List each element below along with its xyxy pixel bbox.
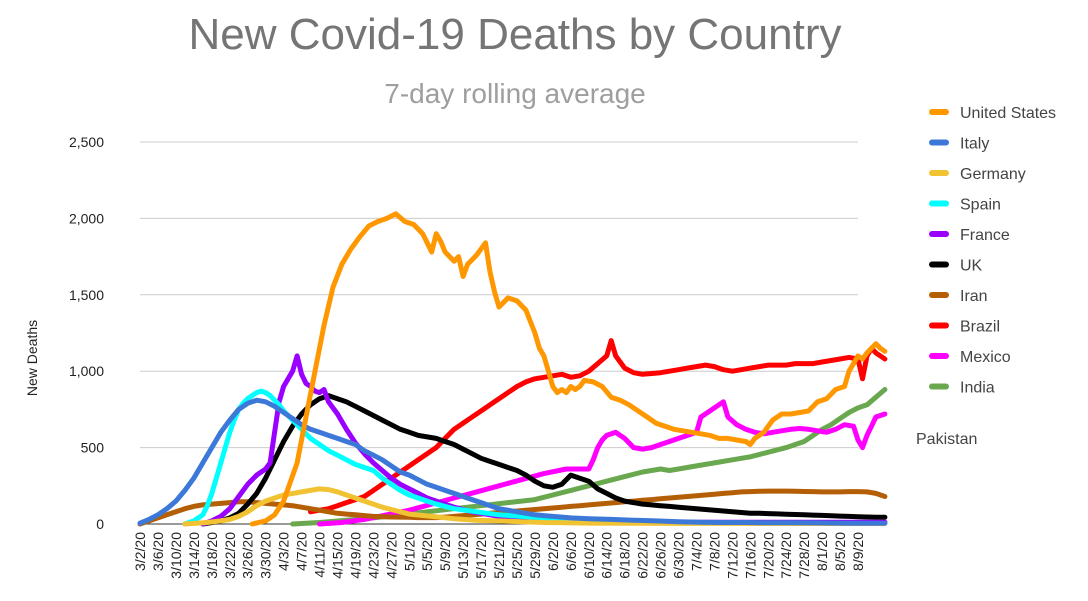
chart-title: New Covid-19 Deaths by Country <box>188 10 842 59</box>
x-tick-label: 7/12/20 <box>724 532 740 579</box>
x-tick-label: 7/24/20 <box>778 532 794 579</box>
x-tick-label: 4/27/20 <box>383 532 399 579</box>
y-tick-label: 2,000 <box>69 210 104 226</box>
chart-subtitle: 7-day rolling average <box>384 78 646 109</box>
x-tick-label: 7/4/20 <box>688 532 704 571</box>
x-tick-label: 7/28/20 <box>796 532 812 579</box>
x-tick-label: 4/3/20 <box>276 532 292 571</box>
y-tick-label: 1,500 <box>69 287 104 303</box>
x-tick-label: 6/30/20 <box>671 532 687 579</box>
x-tick-label: 3/22/20 <box>222 532 238 579</box>
legend-entry: France <box>960 227 1010 244</box>
y-axis-label: New Deaths <box>24 320 40 396</box>
legend-entry: Mexico <box>960 349 1011 366</box>
y-axis-ticks: 0 500 1,000 1,500 2,000 2,500 <box>69 134 104 532</box>
series-line-germany <box>182 486 888 527</box>
x-tick-label: 3/30/20 <box>258 532 274 579</box>
series-lines <box>137 211 888 527</box>
y-tick-label: 500 <box>81 440 105 456</box>
x-tick-label: 6/6/20 <box>563 532 579 571</box>
x-tick-label: 8/5/20 <box>832 532 848 571</box>
x-tick-label: 8/1/20 <box>814 532 830 571</box>
x-tick-label: 4/11/20 <box>312 532 328 578</box>
series-line-united-states <box>249 211 888 527</box>
x-tick-label: 6/26/20 <box>653 532 669 579</box>
legend-entry: India <box>960 380 995 397</box>
x-tick-label: 4/7/20 <box>294 532 310 571</box>
x-axis-ticks: 3/2/20 3/6/20 3/10/20 3/14/20 3/18/20 3/22/20… <box>132 532 866 579</box>
legend-entry: UK <box>960 258 983 275</box>
x-tick-label: 6/10/20 <box>581 532 597 579</box>
x-tick-label: 3/18/20 <box>204 532 220 579</box>
x-tick-label: 5/1/20 <box>401 532 417 571</box>
x-tick-label: 7/8/20 <box>706 532 722 571</box>
y-tick-label: 1,000 <box>69 363 104 379</box>
legend-entry: Brazil <box>960 319 1000 336</box>
x-tick-label: 8/9/20 <box>850 532 866 571</box>
series-line-uk <box>200 393 888 527</box>
x-tick-label: 4/23/20 <box>365 532 381 579</box>
x-tick-label: 3/26/20 <box>240 532 256 579</box>
legend-entry: Spain <box>960 197 1001 214</box>
x-tick-label: 6/18/20 <box>617 532 633 579</box>
x-tick-label: 5/13/20 <box>455 532 471 579</box>
x-tick-label: 3/2/20 <box>132 532 148 571</box>
x-tick-label: 6/2/20 <box>545 532 561 571</box>
x-tick-label: 7/20/20 <box>760 532 776 579</box>
x-tick-label: 3/14/20 <box>186 532 202 579</box>
x-tick-label: 6/22/20 <box>635 532 651 579</box>
legend-entry: Italy <box>960 136 989 153</box>
x-tick-label: 5/9/20 <box>437 532 453 571</box>
legend-entry: Iran <box>960 288 988 305</box>
legend-entry: United States <box>960 105 1056 122</box>
x-tick-label: 4/19/20 <box>347 532 363 579</box>
x-tick-label: 4/15/20 <box>329 532 345 579</box>
x-tick-label: 5/5/20 <box>419 532 435 571</box>
x-tick-label: 5/17/20 <box>473 532 489 579</box>
legend-entry-extra: Pakistan <box>916 431 977 448</box>
series-line-brazil <box>308 338 888 515</box>
series-line-italy <box>137 397 888 526</box>
x-tick-label: 5/21/20 <box>491 532 507 579</box>
x-tick-label: 3/6/20 <box>150 532 166 571</box>
y-tick-label: 0 <box>96 516 104 532</box>
x-tick-label: 6/14/20 <box>599 532 615 579</box>
legend-entry: Germany <box>960 166 1026 183</box>
y-tick-label: 2,500 <box>69 134 104 150</box>
x-tick-label: 5/25/20 <box>509 532 525 579</box>
x-tick-label: 7/16/20 <box>742 532 758 579</box>
legend: United States Italy Germany Spain France UK Ir… <box>916 105 1056 448</box>
x-tick-label: 5/29/20 <box>527 532 543 579</box>
series-line-india <box>290 387 888 527</box>
x-tick-label: 3/10/20 <box>168 532 184 579</box>
